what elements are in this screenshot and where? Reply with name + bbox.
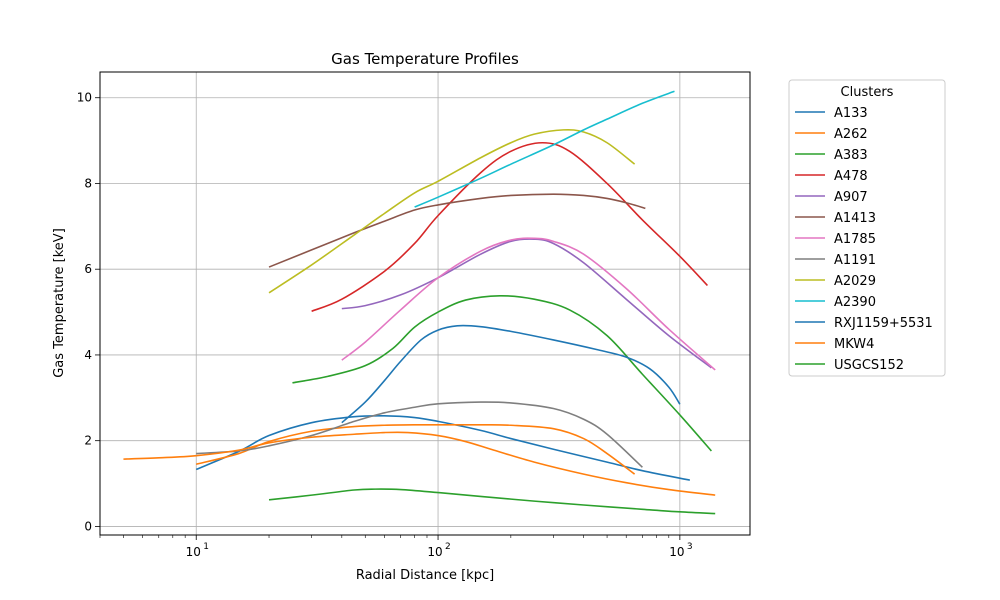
- series-line-a383: [292, 294, 712, 452]
- grid: [100, 72, 750, 535]
- legend-label-a2390: A2390: [834, 295, 876, 310]
- y-tick-label: 8: [84, 176, 92, 190]
- y-tick-label: 4: [84, 348, 92, 362]
- series-layer: [123, 90, 716, 515]
- legend-label-a1785: A1785: [834, 232, 876, 247]
- x-tick-exponent: 2: [445, 542, 451, 552]
- legend-label-mkw4: MKW4: [834, 337, 874, 352]
- legend-label-a1191: A1191: [834, 253, 876, 268]
- y-tick-label: 0: [84, 519, 92, 533]
- x-tick-exponent: 3: [687, 542, 693, 552]
- legend-items: A133 A262 A383 A478 A907 A1413 A1785 A1191 A2029…: [795, 106, 933, 373]
- y-axis: 0 2 4 6 8 10: [77, 91, 100, 533]
- series-line-a262: [196, 423, 636, 475]
- x-tick-label: 10: [427, 545, 442, 559]
- legend-label-a262: A262: [834, 127, 868, 142]
- series-line-a478: [311, 141, 709, 312]
- legend-label-a907: A907: [834, 190, 868, 205]
- plot-frame: [99, 71, 751, 536]
- x-tick-label: 10: [186, 545, 201, 559]
- legend-title: Clusters: [841, 85, 894, 100]
- y-tick-label: 2: [84, 434, 92, 448]
- legend-label-a1413: A1413: [834, 211, 876, 226]
- x-tick-label: 10: [669, 545, 684, 559]
- series-line-a133: [195, 414, 691, 481]
- legend: Clusters A133A262A383A478A907A1413A1785A…: [788, 79, 946, 377]
- y-tick-label: 10: [77, 91, 92, 105]
- series-line-a2029: [268, 128, 636, 294]
- legend-label-a478: A478: [834, 169, 868, 184]
- chart-title: Gas Temperature Profiles: [331, 50, 519, 68]
- y-axis-label: Gas Temperature [keV]: [52, 228, 67, 378]
- legend-label-rxj1159-5531: RXJ1159+5531: [834, 316, 933, 331]
- x-tick-exponent: 1: [203, 542, 209, 552]
- x-axis: 10 1 10 2 10 3: [99, 535, 693, 559]
- series-line-rxj1159-5531: [341, 324, 681, 424]
- legend-label-a2029: A2029: [834, 274, 876, 289]
- legend-label-usgcs152: USGCS152: [834, 358, 904, 373]
- series-line-a1785: [341, 237, 716, 371]
- legend-label-a383: A383: [834, 148, 868, 163]
- x-axis-label: Radial Distance [kpc]: [356, 568, 494, 583]
- y-tick-label: 6: [84, 262, 92, 276]
- legend-label-a133: A133: [834, 106, 868, 121]
- legend-box: [788, 79, 946, 377]
- series-line-usgcs152: [268, 488, 716, 515]
- series-line-mkw4: [123, 431, 716, 496]
- series-line-a2390: [414, 90, 675, 208]
- series-line-a1191: [196, 401, 643, 468]
- series-line-a1413: [268, 193, 646, 268]
